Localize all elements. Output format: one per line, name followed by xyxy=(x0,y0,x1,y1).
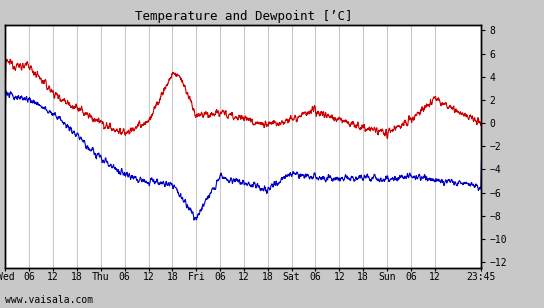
Text: www.vaisala.com: www.vaisala.com xyxy=(5,295,94,305)
Title: Temperature and Dewpoint [’C]: Temperature and Dewpoint [’C] xyxy=(135,10,352,23)
